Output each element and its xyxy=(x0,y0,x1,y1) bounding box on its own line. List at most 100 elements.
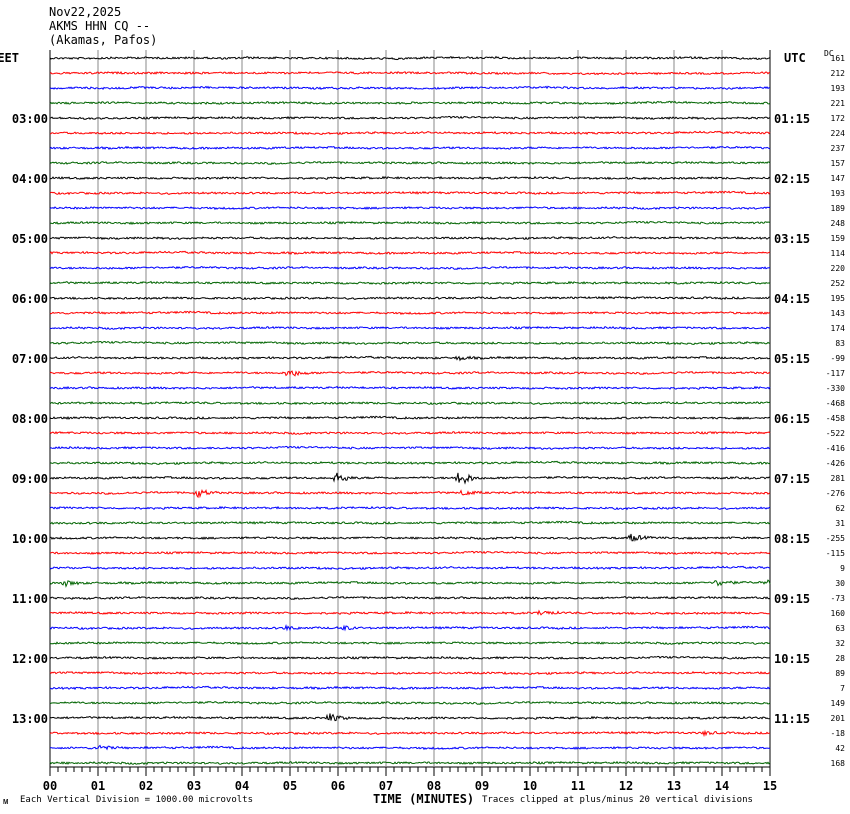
dc-label: DC xyxy=(824,49,834,58)
trace-row xyxy=(49,520,771,525)
dc-offset-label: 31 xyxy=(835,519,845,528)
trace-row xyxy=(49,505,771,511)
dc-offset-label: -416 xyxy=(826,444,845,453)
dc-offset-label: 174 xyxy=(831,324,846,333)
eet-hour-label: 12:00 xyxy=(12,652,48,666)
x-tick-label: 15 xyxy=(763,779,777,793)
utc-hour-label: 11:15 xyxy=(774,712,810,726)
trace-row xyxy=(49,250,771,255)
trace-row xyxy=(49,310,771,316)
corner-mark: ᴍ xyxy=(3,797,9,807)
eet-hour-label: 06:00 xyxy=(12,292,48,306)
dc-offset-label: 114 xyxy=(831,249,846,258)
dc-offset-label: 252 xyxy=(831,279,846,288)
trace-row xyxy=(49,472,771,485)
trace-row xyxy=(49,430,771,435)
utc-hour-label: 10:15 xyxy=(774,652,810,666)
x-tick-label: 01 xyxy=(91,779,105,793)
dc-offset-label: 221 xyxy=(831,99,846,108)
x-tick-label: 11 xyxy=(571,779,585,793)
trace-row xyxy=(49,340,771,345)
trace-row xyxy=(49,685,771,691)
x-axis-title: TIME (MINUTES) xyxy=(373,792,475,806)
header-date: Nov22,2025 xyxy=(49,5,122,19)
trace-row xyxy=(49,533,771,542)
dc-offset-label: 161 xyxy=(831,54,846,63)
eet-hour-label: 10:00 xyxy=(12,532,48,546)
trace-row xyxy=(49,85,770,91)
trace-row xyxy=(49,71,771,76)
x-tick-label: 12 xyxy=(619,779,633,793)
dc-offset-label: 195 xyxy=(831,294,846,303)
trace-row xyxy=(49,235,771,241)
trace-row xyxy=(49,130,771,136)
trace-row xyxy=(49,370,771,377)
dc-offset-label: -468 xyxy=(826,399,845,408)
dc-offset-label: 168 xyxy=(831,759,846,768)
eet-hour-label: 05:00 xyxy=(12,232,48,246)
dc-offset-label: 189 xyxy=(831,204,846,213)
eet-hour-label: 09:00 xyxy=(12,472,48,486)
trace-row xyxy=(49,579,771,588)
trace-row xyxy=(49,744,771,751)
x-tick-label: 10 xyxy=(523,779,537,793)
utc-hour-label: 03:15 xyxy=(774,232,810,246)
dc-offset-label: 248 xyxy=(831,219,846,228)
left-axis-label: EET xyxy=(0,51,19,65)
header-location: (Akamas, Pafos) xyxy=(49,33,158,47)
x-tick-label: 07 xyxy=(379,779,393,793)
x-tick-label: 14 xyxy=(715,779,729,793)
trace-row xyxy=(49,670,771,675)
dc-offset-label: -426 xyxy=(826,459,845,468)
eet-hour-label: 13:00 xyxy=(12,712,48,726)
dc-offset-label: 62 xyxy=(835,504,845,513)
trace-row xyxy=(49,595,771,601)
dc-offset-label: 224 xyxy=(831,129,846,138)
eet-hour-label: 08:00 xyxy=(12,412,48,426)
trace-row xyxy=(49,325,771,330)
utc-hour-label: 04:15 xyxy=(774,292,810,306)
scale-note: Each Vertical Division = 1000.00 microvo… xyxy=(20,795,253,805)
trace-row xyxy=(49,160,771,166)
dc-offset-label: 7 xyxy=(840,684,845,693)
x-tick-label: 08 xyxy=(427,779,441,793)
eet-hour-label: 07:00 xyxy=(12,352,48,366)
dc-offset-label: 28 xyxy=(835,654,845,663)
trace-row xyxy=(49,175,771,181)
utc-hour-label: 07:15 xyxy=(774,472,810,486)
eet-hour-label: 04:00 xyxy=(12,172,48,186)
trace-row xyxy=(49,460,771,466)
utc-hour-label: 06:15 xyxy=(774,412,810,426)
trace-row xyxy=(49,115,771,120)
dc-offset-label: -330 xyxy=(826,384,845,393)
trace-row xyxy=(49,280,771,286)
dc-offset-label: 32 xyxy=(835,639,845,648)
dc-offset-label: 160 xyxy=(831,609,846,618)
dc-offset-label: -522 xyxy=(826,429,845,438)
x-tick-label: 09 xyxy=(475,779,489,793)
trace-row xyxy=(49,655,771,660)
utc-hour-label: 05:15 xyxy=(774,352,810,366)
x-tick-label: 05 xyxy=(283,779,297,793)
dc-offset-label: 157 xyxy=(831,159,846,168)
dc-offset-label: 193 xyxy=(831,84,846,93)
trace-row xyxy=(49,385,771,391)
eet-hour-label: 03:00 xyxy=(12,112,48,126)
dc-offset-label: -458 xyxy=(826,414,845,423)
dc-offset-label: -99 xyxy=(831,354,846,363)
trace-row xyxy=(49,400,771,406)
dc-offset-label: 9 xyxy=(840,564,845,573)
trace-row xyxy=(49,700,771,706)
utc-hour-label: 01:15 xyxy=(774,112,810,126)
trace-row xyxy=(49,145,771,150)
trace-row xyxy=(49,760,771,765)
dc-offset-label: 159 xyxy=(831,234,846,243)
header-station: AKMS HHN CQ -- xyxy=(49,19,151,33)
dc-offset-label: 172 xyxy=(831,114,846,123)
dc-offset-label: 143 xyxy=(831,309,846,318)
trace-row xyxy=(49,415,771,421)
dc-offset-label: -117 xyxy=(826,369,845,378)
trace-row xyxy=(49,565,771,571)
trace-row xyxy=(49,624,771,632)
trace-row xyxy=(49,488,771,499)
